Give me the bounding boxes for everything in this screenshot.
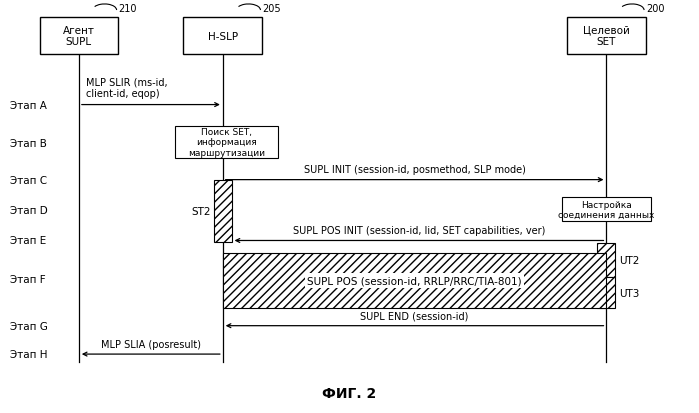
Text: Этап G: Этап G bbox=[10, 321, 48, 331]
Text: UT3: UT3 bbox=[619, 288, 639, 298]
Bar bbox=[598, 278, 615, 309]
Text: Этап A: Этап A bbox=[10, 100, 48, 110]
Text: Этап B: Этап B bbox=[10, 139, 48, 149]
Text: SUPL POS (session-id, RRLP/RRC/TIA-801): SUPL POS (session-id, RRLP/RRC/TIA-801) bbox=[308, 276, 522, 286]
Text: UT2: UT2 bbox=[619, 256, 639, 266]
Text: ФИГ. 2: ФИГ. 2 bbox=[322, 386, 377, 400]
Text: H-SLP: H-SLP bbox=[208, 31, 238, 41]
Text: Агент
SUPL: Агент SUPL bbox=[63, 26, 95, 47]
Text: Поиск SET,
информация
маршрутизации: Поиск SET, информация маршрутизации bbox=[188, 128, 265, 157]
Bar bbox=[175, 127, 278, 158]
Text: 210: 210 bbox=[118, 4, 137, 14]
Bar bbox=[598, 244, 615, 277]
Text: Настройка
соединения данных: Настройка соединения данных bbox=[559, 200, 654, 219]
Text: Целевой
SET: Целевой SET bbox=[583, 26, 630, 47]
Text: 205: 205 bbox=[262, 4, 281, 14]
Bar bbox=[223, 253, 607, 309]
Text: 200: 200 bbox=[646, 4, 664, 14]
Text: Этап H: Этап H bbox=[10, 349, 48, 359]
Text: Этап F: Этап F bbox=[10, 274, 46, 284]
Text: MLP SLIA (posresult): MLP SLIA (posresult) bbox=[101, 339, 201, 349]
Bar bbox=[214, 181, 231, 242]
Text: Этап C: Этап C bbox=[10, 175, 48, 185]
Bar bbox=[40, 18, 118, 55]
Text: Этап E: Этап E bbox=[10, 236, 47, 246]
Text: ST2: ST2 bbox=[191, 206, 210, 216]
Text: Этап D: Этап D bbox=[10, 206, 48, 216]
Text: MLP SLIR (ms-id,
client-id, eqop): MLP SLIR (ms-id, client-id, eqop) bbox=[86, 78, 167, 99]
Text: SUPL POS INIT (session-id, lid, SET capabilities, ver): SUPL POS INIT (session-id, lid, SET capa… bbox=[293, 225, 545, 236]
Text: SUPL INIT (session-id, posmethod, SLP mode): SUPL INIT (session-id, posmethod, SLP mo… bbox=[303, 165, 526, 175]
Bar bbox=[183, 18, 262, 55]
Bar bbox=[567, 18, 646, 55]
Text: SUPL END (session-id): SUPL END (session-id) bbox=[361, 311, 469, 320]
Bar bbox=[562, 198, 651, 221]
